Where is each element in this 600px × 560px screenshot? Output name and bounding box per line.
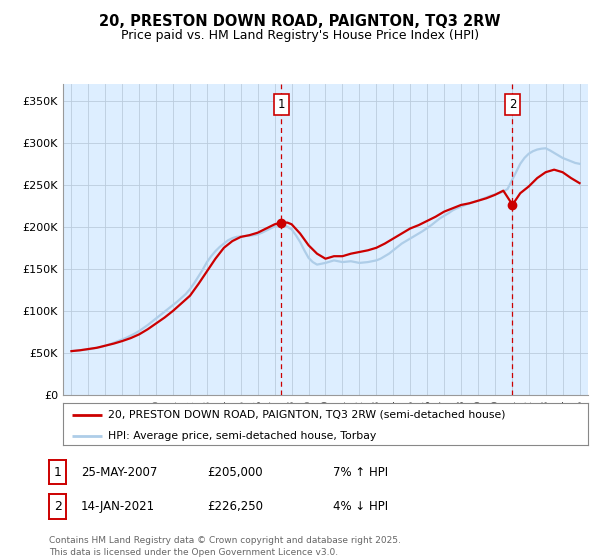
Text: 2: 2 (509, 98, 516, 111)
Text: 7% ↑ HPI: 7% ↑ HPI (333, 465, 388, 479)
Text: 2: 2 (53, 500, 62, 514)
Text: 14-JAN-2021: 14-JAN-2021 (81, 500, 155, 514)
Text: HPI: Average price, semi-detached house, Torbay: HPI: Average price, semi-detached house,… (107, 431, 376, 441)
Text: Contains HM Land Registry data © Crown copyright and database right 2025.
This d: Contains HM Land Registry data © Crown c… (49, 536, 401, 557)
Text: £226,250: £226,250 (207, 500, 263, 514)
Text: Price paid vs. HM Land Registry's House Price Index (HPI): Price paid vs. HM Land Registry's House … (121, 29, 479, 42)
Text: 1: 1 (278, 98, 285, 111)
Text: £205,000: £205,000 (207, 465, 263, 479)
Text: 1: 1 (53, 465, 62, 479)
Text: 20, PRESTON DOWN ROAD, PAIGNTON, TQ3 2RW (semi-detached house): 20, PRESTON DOWN ROAD, PAIGNTON, TQ3 2RW… (107, 409, 505, 419)
Text: 25-MAY-2007: 25-MAY-2007 (81, 465, 157, 479)
Text: 4% ↓ HPI: 4% ↓ HPI (333, 500, 388, 514)
Text: 20, PRESTON DOWN ROAD, PAIGNTON, TQ3 2RW: 20, PRESTON DOWN ROAD, PAIGNTON, TQ3 2RW (99, 14, 501, 29)
